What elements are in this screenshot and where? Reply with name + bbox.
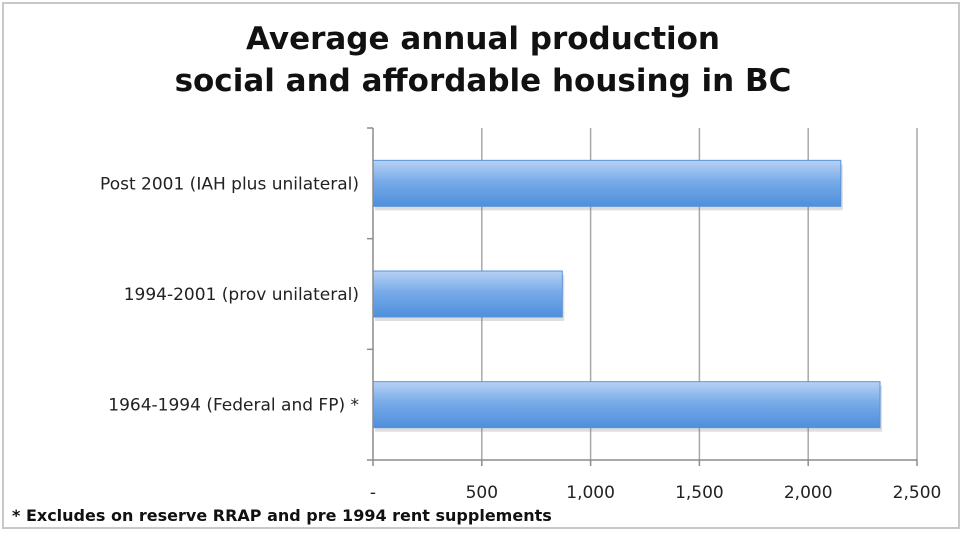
chart-title-line-2: social and affordable housing in BC: [174, 63, 792, 99]
x-tick-label-0: -: [370, 483, 376, 503]
labels: Post 2001 (IAH plus unilateral) 1994-2001…: [100, 174, 941, 503]
x-tick-label-500: 500: [466, 483, 498, 503]
category-label-0: Post 2001 (IAH plus unilateral): [100, 174, 359, 194]
bars: [372, 159, 883, 432]
category-label-1: 1994-2001 (prov unilateral): [124, 285, 359, 305]
chart-title-line-1: Average annual production: [245, 21, 721, 57]
x-tick-label-2500: 2,500: [893, 483, 942, 503]
category-label-2: 1964-1994 (Federal and FP) *: [108, 396, 359, 416]
x-tick-label-1000: 1,000: [566, 483, 615, 503]
bar-2: [372, 381, 881, 429]
footnote: * Excludes on reserve RRAP and pre 1994 …: [12, 506, 552, 525]
bar-0: [372, 159, 842, 207]
x-tick-label-2000: 2,000: [784, 483, 833, 503]
x-tick-label-1500: 1,500: [675, 483, 724, 503]
chart-title: Average annual production social and aff…: [0, 18, 966, 102]
chart-frame: [2, 2, 960, 529]
bar-1: [372, 270, 563, 318]
axes: [367, 127, 918, 466]
